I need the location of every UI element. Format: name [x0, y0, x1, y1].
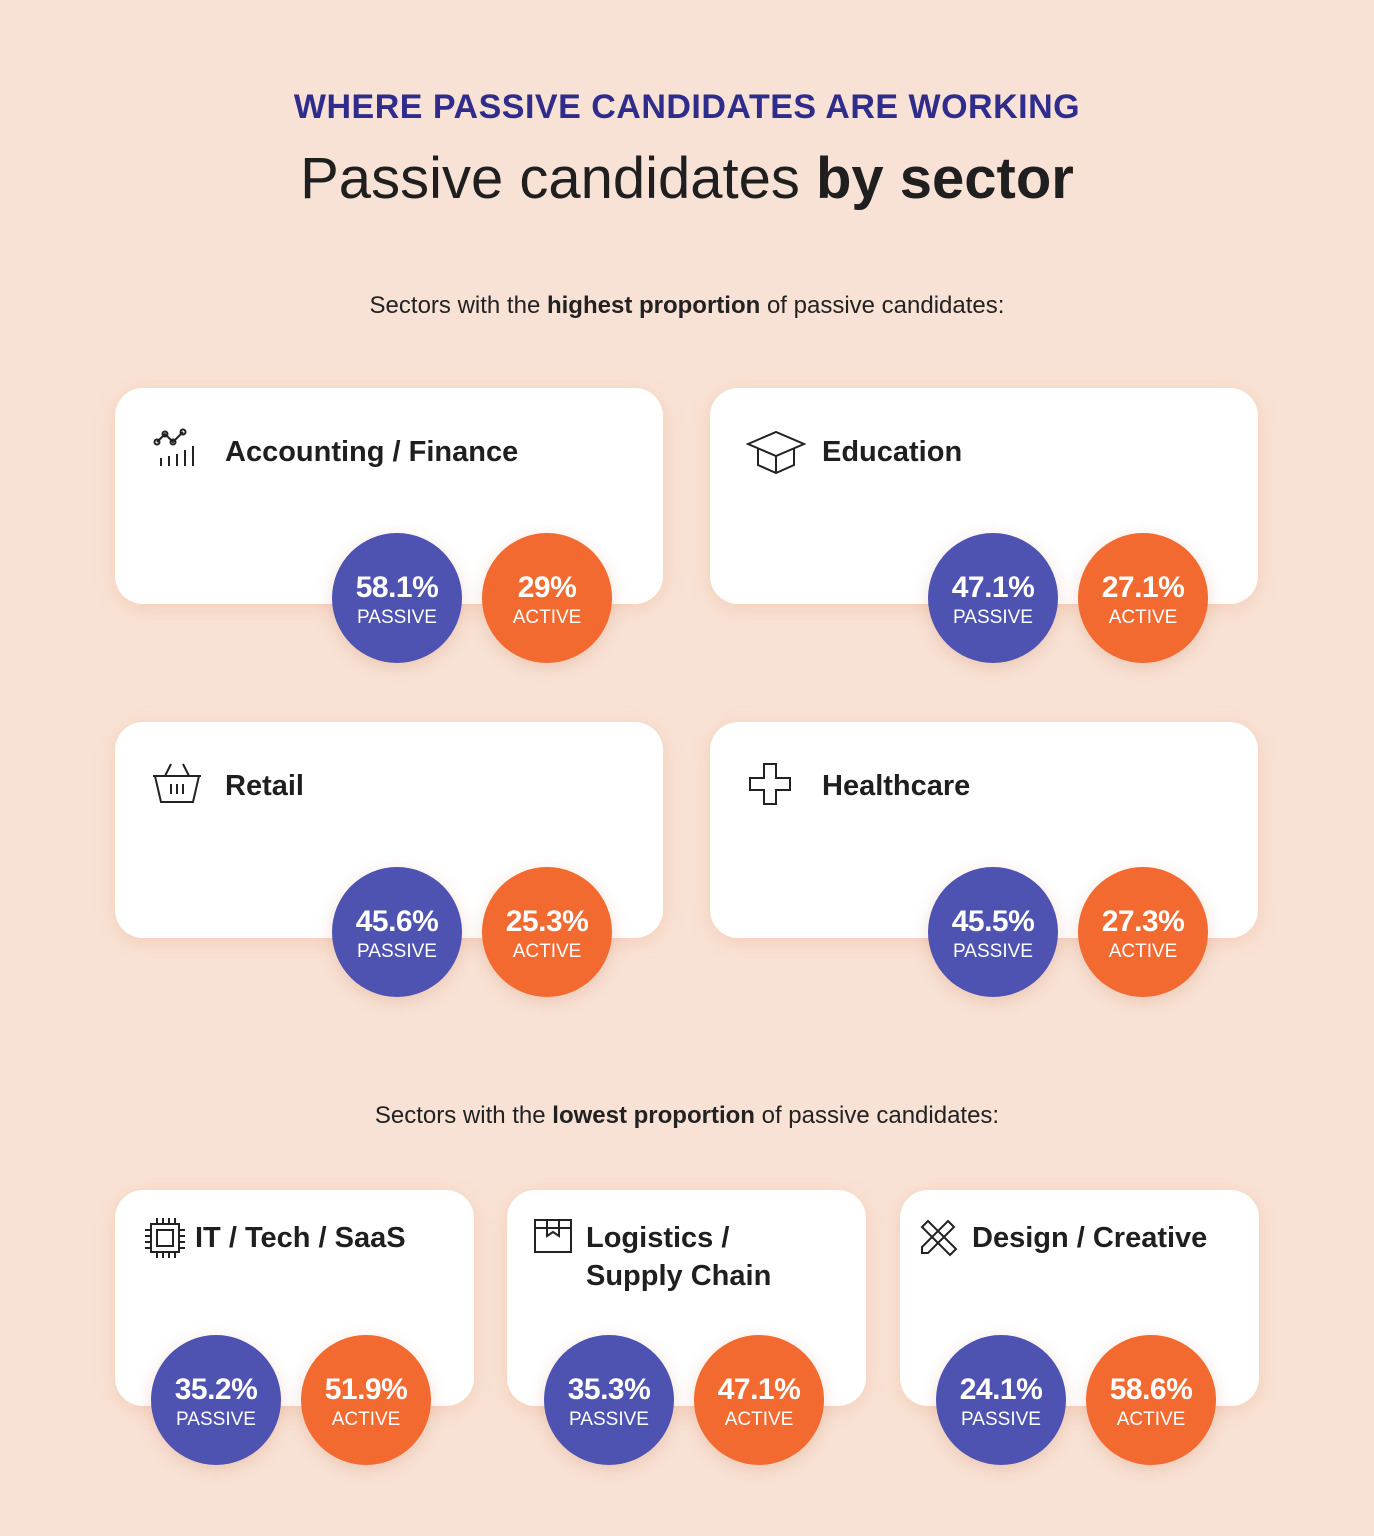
active-stat: 47.1% ACTIVE: [694, 1335, 824, 1465]
passive-label: PASSIVE: [176, 1409, 256, 1430]
highest-bold: highest proportion: [546, 292, 761, 319]
lowest-post: of passive candidates:: [754, 1102, 1000, 1129]
sector-name: Logistics / Supply Chain: [586, 1219, 771, 1295]
active-label: ACTIVE: [1108, 941, 1178, 962]
chart-icon: [151, 428, 199, 472]
title-regular: Passive candidates: [300, 146, 816, 211]
lowest-bold: lowest proportion: [552, 1102, 755, 1129]
lowest-pre: Sectors with the: [374, 1102, 553, 1129]
chip-icon: [143, 1216, 191, 1260]
active-value: 58.6%: [1109, 1373, 1193, 1406]
title-bold: by sector: [815, 146, 1074, 211]
medical-cross-icon: [746, 762, 794, 806]
pencil-ruler-icon: [918, 1217, 966, 1261]
passive-label: PASSIVE: [357, 941, 437, 962]
passive-label: PASSIVE: [953, 941, 1033, 962]
passive-value: 35.3%: [567, 1373, 651, 1406]
sector-name: IT / Tech / SaaS: [195, 1222, 406, 1254]
passive-value: 58.1%: [355, 571, 439, 604]
kicker-heading: WHERE PASSIVE CANDIDATES ARE WORKING: [293, 88, 1081, 126]
passive-value: 47.1%: [951, 571, 1035, 604]
active-stat: 27.3% ACTIVE: [1078, 867, 1208, 997]
active-label: ACTIVE: [512, 607, 582, 628]
active-stat: 27.1% ACTIVE: [1078, 533, 1208, 663]
sector-name: Healthcare: [822, 770, 971, 802]
active-stat: 25.3% ACTIVE: [482, 867, 612, 997]
active-label: ACTIVE: [1108, 607, 1178, 628]
active-label: ACTIVE: [1116, 1409, 1186, 1430]
sector-name: Retail: [225, 770, 304, 802]
active-stat: 29% ACTIVE: [482, 533, 612, 663]
lowest-subtitle: Sectors with the lowest proportion of pa…: [0, 1102, 1374, 1130]
passive-stat: 47.1% PASSIVE: [928, 533, 1058, 663]
passive-stat: 45.6% PASSIVE: [332, 867, 462, 997]
active-value: 25.3%: [505, 905, 589, 938]
passive-value: 35.2%: [174, 1373, 258, 1406]
active-label: ACTIVE: [724, 1409, 794, 1430]
passive-stat: 45.5% PASSIVE: [928, 867, 1058, 997]
basket-icon: [151, 762, 201, 806]
passive-value: 24.1%: [959, 1373, 1043, 1406]
sector-name-line1: Logistics /: [586, 1222, 730, 1254]
highest-post: of passive candidates:: [760, 292, 1005, 319]
active-value: 29%: [517, 571, 577, 604]
active-value: 27.3%: [1101, 905, 1185, 938]
active-stat: 58.6% ACTIVE: [1086, 1335, 1216, 1465]
passive-stat: 24.1% PASSIVE: [936, 1335, 1066, 1465]
active-stat: 51.9% ACTIVE: [301, 1335, 431, 1465]
passive-label: PASSIVE: [569, 1409, 649, 1430]
highest-subtitle: Sectors with the highest proportion of p…: [0, 292, 1374, 320]
active-label: ACTIVE: [512, 941, 582, 962]
passive-stat: 35.3% PASSIVE: [544, 1335, 674, 1465]
page-title: Passive candidates by sector: [0, 145, 1374, 212]
box-icon: [533, 1218, 581, 1262]
passive-stat: 35.2% PASSIVE: [151, 1335, 281, 1465]
sector-name: Education: [822, 436, 963, 468]
passive-value: 45.6%: [355, 905, 439, 938]
passive-value: 45.5%: [951, 905, 1035, 938]
active-value: 51.9%: [324, 1373, 408, 1406]
sector-name: Design / Creative: [972, 1222, 1208, 1254]
passive-label: PASSIVE: [961, 1409, 1041, 1430]
sector-name: Accounting / Finance: [225, 436, 519, 468]
active-label: ACTIVE: [331, 1409, 401, 1430]
passive-label: PASSIVE: [357, 607, 437, 628]
graduation-cap-icon: [745, 428, 807, 475]
sector-name-line2: Supply Chain: [586, 1260, 772, 1292]
passive-label: PASSIVE: [953, 607, 1033, 628]
active-value: 47.1%: [717, 1373, 801, 1406]
highest-pre: Sectors with the: [369, 292, 547, 319]
passive-stat: 58.1% PASSIVE: [332, 533, 462, 663]
active-value: 27.1%: [1101, 571, 1185, 604]
